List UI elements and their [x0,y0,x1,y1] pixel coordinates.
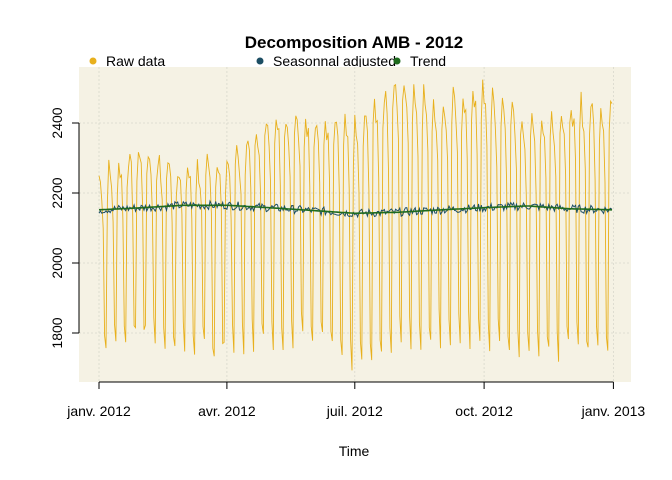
x-tick-label: avr. 2012 [198,403,256,419]
legend-item: Seasonnal adjusted [256,53,396,69]
series-trend [98,204,612,215]
chart-title: Decomposition AMB - 2012 [245,33,464,52]
x-tick-label: janv. 2012 [66,403,131,419]
series-raw-data [98,79,613,371]
legend: Raw data Seasonnal adjusted Trend [89,53,446,69]
x-tick-label: juil. 2012 [326,403,383,419]
y-tick-label: 2400 [49,107,65,138]
y-tick-label: 1800 [49,317,65,348]
y-axis: 1800 2000 2200 2400 [49,107,80,349]
legend-marker [393,57,401,65]
x-tick-label: oct. 2012 [455,403,513,419]
legend-item: Raw data [89,53,165,69]
legend-item: Trend [393,53,446,69]
legend-label: Seasonnal adjusted [273,53,396,69]
x-tick-label: janv. 2013 [581,403,646,419]
legend-label: Trend [410,53,446,69]
series-line-trend [98,204,612,215]
x-axis: janv. 2012 avr. 2012 juil. 2012 oct. 2012 ja… [66,381,646,419]
y-tick-label: 2200 [49,177,65,208]
legend-marker [256,57,264,65]
x-axis-label: Time [339,443,370,459]
legend-marker [89,57,97,65]
y-tick-label: 2000 [49,247,65,278]
legend-label: Raw data [106,53,165,69]
series-line-raw-data [98,79,613,371]
